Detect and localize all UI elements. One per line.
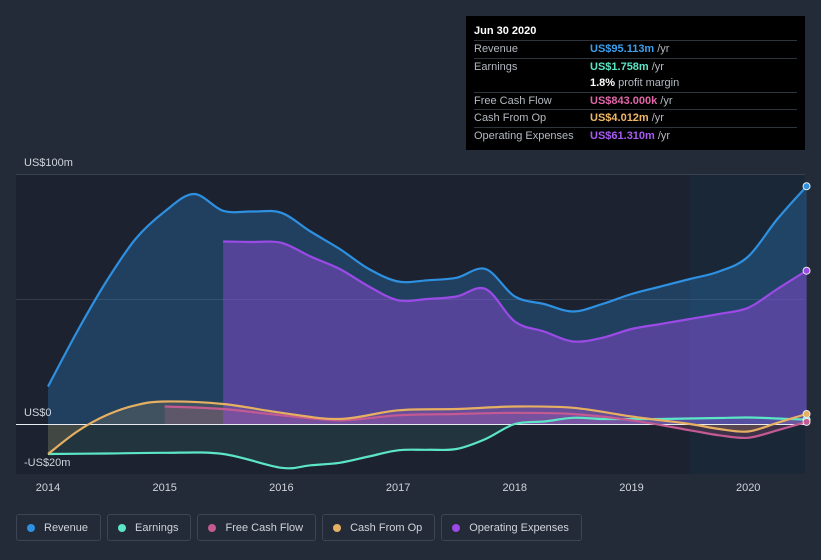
- tooltip-row-unit: /yr: [657, 43, 670, 55]
- free-cash-flow-area: [164, 406, 807, 438]
- free-cash-flow-end-marker: [802, 417, 811, 426]
- x-tick-label: 2019: [619, 482, 643, 494]
- x-tick-label: 2017: [386, 482, 410, 494]
- tooltip-row-value: US$61.310m: [590, 129, 655, 142]
- tooltip-panel: Jun 30 2020 Revenue US$95.113m/yr Earnings…: [466, 16, 805, 150]
- y-axis-top-label: US$100m: [24, 157, 73, 169]
- x-axis-ticks: 2014 2015 2016 2017 2018 2019 2020: [36, 482, 761, 494]
- tooltip-row-unit: /yr: [651, 112, 664, 125]
- legend-dot-icon: [118, 523, 127, 532]
- earnings-line: [47, 416, 807, 470]
- y-axis-bottom-label: -US$20m: [24, 457, 70, 469]
- legend-label: Cash From Op: [350, 521, 423, 534]
- legend-label: Operating Expenses: [469, 521, 569, 534]
- operating-expenses-line: [223, 240, 808, 343]
- free-cash-flow-line: [164, 405, 807, 440]
- tooltip-row-value: US$843.000k: [590, 94, 658, 107]
- tooltip-row: Cash From Op US$4.012m/yr: [474, 109, 797, 127]
- legend-item-earnings[interactable]: Earnings: [107, 514, 192, 541]
- tooltip-row-label: Cash From Op: [474, 112, 547, 125]
- legend-dot-icon: [208, 523, 217, 532]
- y-axis-zero-label: US$0: [24, 407, 52, 419]
- legend-label: Earnings: [135, 521, 179, 534]
- legend: Revenue Earnings Free Cash Flow Cash From O…: [16, 514, 582, 541]
- x-tick-label: 2018: [503, 482, 527, 494]
- tooltip-row-value: US$1.758m: [590, 60, 649, 73]
- tooltip-row-unit: /yr: [657, 129, 671, 142]
- operating-expenses-end-marker: [802, 266, 811, 275]
- earnings-area: [48, 417, 807, 469]
- revenue-line: [47, 185, 808, 388]
- tooltip-row-value: 1.8%: [590, 77, 616, 90]
- revenue-area: [48, 186, 807, 424]
- tooltip-row-label: Earnings: [474, 60, 518, 73]
- tooltip-row: Earnings US$1.758m/yr: [474, 57, 797, 76]
- tooltip-row-value: US$4.012m: [590, 112, 649, 125]
- legend-label: Revenue: [44, 521, 89, 534]
- legend-item-revenue[interactable]: Revenue: [16, 514, 102, 541]
- legend-label: Free Cash Flow: [225, 521, 304, 534]
- tooltip-row-unit: profit margin: [618, 77, 680, 90]
- tooltip-row-unit: /yr: [651, 60, 664, 73]
- tooltip-row: Operating Expenses US$61.310m/yr: [474, 126, 797, 145]
- legend-dot-icon: [27, 523, 35, 532]
- cash-from-op-line: [47, 400, 807, 455]
- tooltip-row-label: Revenue: [474, 43, 519, 55]
- tooltip-row: 1.8% profit margin: [474, 75, 797, 92]
- tooltip-row-unit: /yr: [660, 94, 673, 107]
- legend-item-cash-from-op[interactable]: Cash From Op: [322, 514, 436, 541]
- tooltip-row-label: Free Cash Flow: [474, 94, 552, 107]
- tooltip-row-label: Operating Expenses: [474, 129, 574, 142]
- x-tick-label: 2015: [152, 482, 176, 494]
- tooltip-date: Jun 30 2020: [474, 25, 537, 37]
- legend-dot-icon: [452, 523, 461, 532]
- cash-from-op-end-marker: [802, 409, 811, 418]
- legend-dot-icon: [333, 523, 342, 532]
- x-tick-label: 2020: [736, 482, 760, 494]
- legend-item-operating-expenses[interactable]: Operating Expenses: [441, 514, 582, 541]
- tooltip-row-value: US$95.113m: [590, 43, 655, 55]
- revenue-end-marker: [802, 182, 811, 191]
- tooltip-row: Revenue US$95.113m/yr: [474, 40, 797, 58]
- legend-item-free-cash-flow[interactable]: Free Cash Flow: [197, 514, 317, 541]
- tooltip-row-label: [474, 75, 590, 92]
- x-tick-label: 2016: [269, 482, 293, 494]
- end-markers: [802, 182, 811, 426]
- x-tick-label: 2014: [36, 482, 60, 494]
- tooltip-row: Free Cash Flow US$843.000k/yr: [474, 91, 797, 110]
- series-lines: [47, 185, 808, 470]
